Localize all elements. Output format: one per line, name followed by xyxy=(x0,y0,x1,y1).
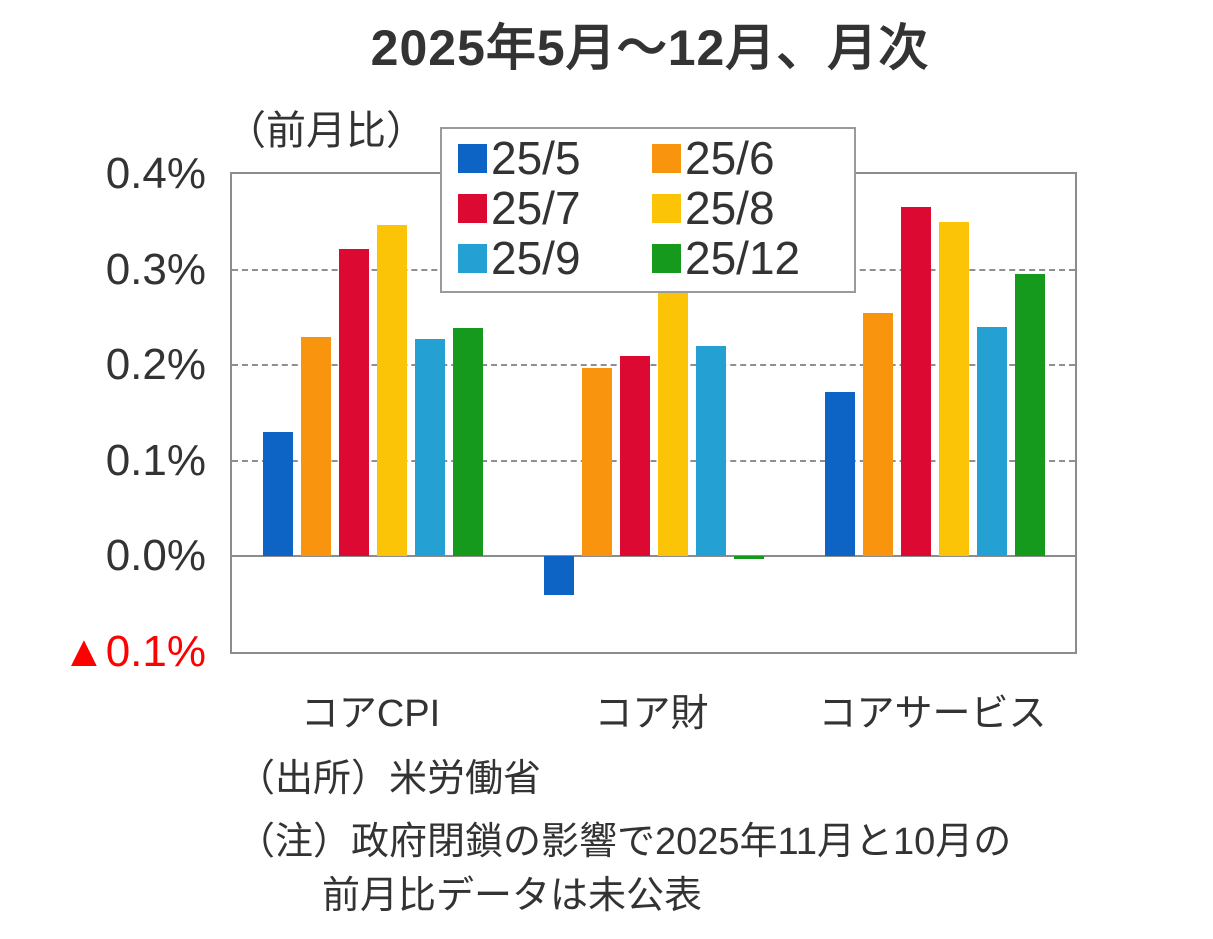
legend-swatch-icon xyxy=(458,193,487,223)
y-tick-label-0.4pct: 0.4% xyxy=(105,149,206,198)
legend-label: 25/6 xyxy=(685,132,775,184)
bar-25-6-group1 xyxy=(300,337,331,557)
legend-box: 25/5 25/6 25/7 25/8 25/9 25/12 xyxy=(440,127,856,293)
footnote-line-2: 前月比データは未公表 xyxy=(322,875,703,917)
bar-25-5-group1 xyxy=(262,432,293,557)
legend-item-25-5: 25/5 xyxy=(458,132,652,184)
zero-baseline xyxy=(232,555,1075,558)
bar-25-8-group3 xyxy=(938,221,969,557)
legend-item-25-12: 25/12 xyxy=(652,232,846,284)
bar-25-8-group2 xyxy=(657,291,688,557)
gridline-0.1 xyxy=(232,459,1075,462)
bar-25-5-group2 xyxy=(543,556,574,595)
legend-swatch-icon xyxy=(652,193,681,223)
bar-25-9-group2 xyxy=(695,346,726,557)
bar-25-5-group3 xyxy=(824,391,855,557)
legend-label: 25/5 xyxy=(491,132,581,184)
legend-item-25-8: 25/8 xyxy=(652,182,846,234)
chart-title: 2025年5月～12月、月次 xyxy=(370,20,930,76)
bar-25-6-group3 xyxy=(862,312,893,557)
legend-swatch-icon xyxy=(458,243,487,273)
legend-item-25-7: 25/7 xyxy=(458,182,652,234)
gridline-0.2 xyxy=(232,364,1075,367)
legend-item-25-6: 25/6 xyxy=(652,132,846,184)
legend-item-25-9: 25/9 xyxy=(458,232,652,284)
legend-label: 25/8 xyxy=(685,182,775,234)
bar-25-12-group1 xyxy=(452,327,483,557)
y-tick-label-▲0.1pct: ▲0.1% xyxy=(62,627,206,676)
category-label-3: コアサービス xyxy=(818,693,1047,735)
bar-25-9-group3 xyxy=(976,326,1007,557)
bar-25-8-group1 xyxy=(376,224,407,557)
bar-25-12-group3 xyxy=(1014,274,1045,557)
legend-label: 25/12 xyxy=(685,232,801,284)
source-note: （出所）米労働省 xyxy=(237,758,542,800)
legend-label: 25/9 xyxy=(491,232,581,284)
y-tick-label-0.2pct: 0.2% xyxy=(105,340,206,390)
y-tick-label-0.3pct: 0.3% xyxy=(105,244,206,294)
bar-25-6-group2 xyxy=(581,368,612,557)
legend-swatch-icon xyxy=(458,143,487,173)
footnote-line-1: （注）政府閉鎖の影響で2025年11月と10月の xyxy=(237,821,1012,863)
y-axis-unit-label: （前月比） xyxy=(226,109,426,153)
bar-25-7-group2 xyxy=(619,355,650,557)
bar-25-7-group1 xyxy=(338,248,369,557)
bar-25-12-group2 xyxy=(733,556,764,560)
bar-25-9-group1 xyxy=(414,339,445,557)
y-tick-label-0.0pct: 0.0% xyxy=(105,531,206,581)
bar-25-7-group3 xyxy=(900,207,931,557)
legend-label: 25/7 xyxy=(491,182,581,234)
category-label-2: コア財 xyxy=(594,693,709,735)
category-label-1: コアCPI xyxy=(300,693,441,735)
y-tick-label-0.1pct: 0.1% xyxy=(105,435,206,485)
legend-swatch-icon xyxy=(652,243,681,273)
legend-swatch-icon xyxy=(652,143,681,173)
